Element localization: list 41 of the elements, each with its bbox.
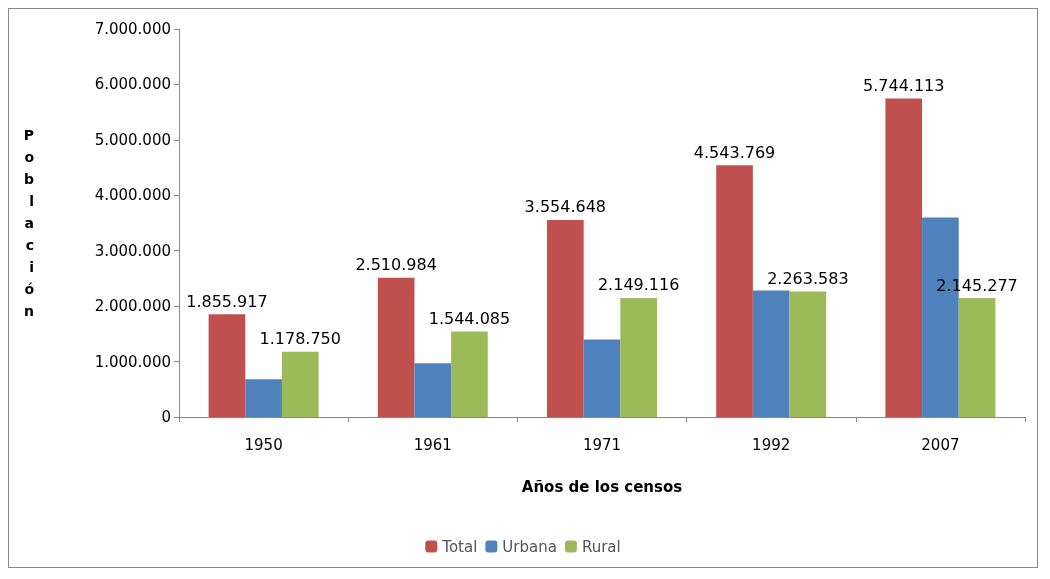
- bar: [547, 219, 584, 417]
- bar: [583, 339, 621, 417]
- y-tick-label: 1.000.000: [94, 352, 171, 371]
- data-label: 2.263.583: [767, 269, 849, 289]
- x-tick-label: 1992: [752, 435, 791, 454]
- data-label: 5.744.113: [863, 76, 945, 96]
- bar: [752, 290, 790, 417]
- y-tick-label: 3.000.000: [94, 241, 171, 260]
- bar: [885, 98, 923, 417]
- bar: [281, 351, 319, 417]
- bar: [208, 314, 246, 417]
- bar: [716, 165, 753, 417]
- y-tick-label: 4.000.000: [94, 186, 171, 205]
- y-tick-label: 5.000.000: [94, 130, 171, 149]
- y-tick-label: 7.000.000: [94, 20, 171, 38]
- bar: [789, 291, 827, 417]
- legend-label: Urbana: [502, 537, 557, 556]
- bar: [451, 331, 488, 417]
- data-label: 2.149.116: [597, 275, 680, 295]
- data-label: 1.855.917: [186, 291, 268, 311]
- bar: [377, 277, 415, 417]
- text: Población: [23, 127, 34, 319]
- bar: [958, 298, 996, 417]
- data-label: 3.554.648: [524, 197, 607, 217]
- data-label: 1.178.750: [259, 329, 341, 349]
- x-tick-label: 1961: [413, 435, 452, 454]
- bar: [414, 363, 452, 417]
- y-tick-label: 2.000.000: [94, 297, 171, 316]
- data-label: 1.544.085: [428, 308, 511, 328]
- bar: [245, 379, 282, 417]
- legend-label: Total: [441, 537, 478, 556]
- y-tick-label: 0: [161, 408, 171, 426]
- legend-label: Rural: [581, 537, 621, 556]
- x-tick-label: 1971: [582, 435, 622, 454]
- data-label: 2.510.984: [355, 255, 437, 275]
- x-axis-title: Años de los censos: [521, 477, 683, 496]
- bar: [620, 297, 657, 417]
- y-tick-label: 6.000.000: [94, 75, 171, 94]
- x-tick-label: 2007: [921, 435, 960, 454]
- data-label: 4.543.769: [693, 142, 776, 162]
- x-tick-label: 1950: [244, 435, 283, 454]
